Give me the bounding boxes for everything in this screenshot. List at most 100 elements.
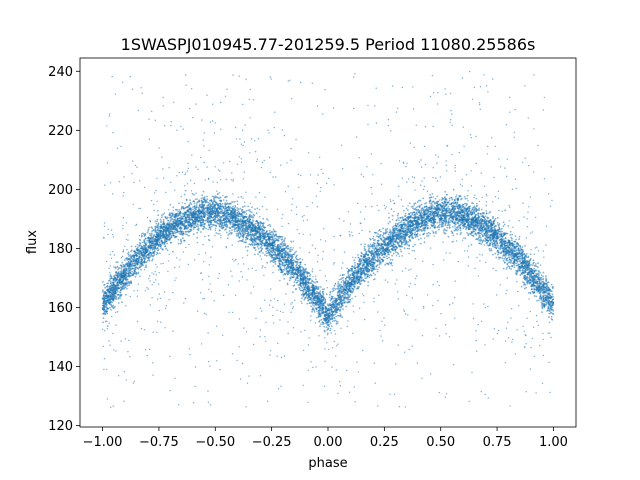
data-point: [335, 322, 338, 325]
data-point: [275, 250, 277, 252]
data-point: [351, 265, 353, 268]
data-point: [501, 230, 503, 233]
data-point: [446, 226, 449, 229]
data-point: [294, 251, 296, 254]
data-point: [515, 262, 518, 265]
data-point: [368, 230, 371, 233]
data-point: [244, 205, 246, 208]
data-point: [438, 223, 441, 226]
data-point: [102, 281, 104, 283]
data-point: [466, 194, 469, 197]
data-point: [384, 263, 387, 266]
data-point: [368, 274, 371, 277]
data-point: [156, 218, 159, 221]
data-point: [292, 291, 294, 294]
data-point: [119, 297, 121, 299]
data-point: [257, 253, 259, 256]
data-point: [334, 297, 336, 300]
data-point: [117, 268, 119, 271]
data-point: [106, 325, 109, 327]
data-point: [301, 297, 303, 300]
data-point: [529, 267, 532, 270]
data-point: [269, 225, 272, 228]
data-point: [246, 232, 248, 235]
data-point: [272, 249, 275, 252]
data-point: [236, 207, 239, 209]
data-point: [449, 219, 452, 222]
data-point: [268, 229, 271, 232]
data-point: [120, 301, 123, 304]
data-point: [289, 246, 292, 249]
data-point: [360, 243, 362, 246]
data-point: [445, 229, 448, 232]
data-point: [319, 325, 321, 328]
data-point: [122, 264, 125, 266]
data-point: [488, 244, 491, 247]
data-point: [397, 212, 400, 215]
data-point: [202, 190, 205, 193]
data-point: [171, 250, 174, 253]
data-point: [226, 237, 229, 240]
data-point: [494, 252, 497, 255]
data-point: [239, 215, 242, 218]
data-point: [225, 199, 228, 202]
data-point: [120, 266, 123, 269]
data-point: [132, 264, 135, 267]
data-point: [388, 231, 391, 234]
data-point: [314, 303, 317, 306]
data-point: [456, 233, 458, 235]
data-point: [271, 256, 274, 259]
data-point: [399, 248, 402, 251]
data-point: [210, 200, 213, 202]
data-point: [339, 313, 342, 315]
data-point: [151, 227, 154, 230]
data-point: [182, 237, 184, 240]
data-point: [322, 292, 324, 295]
data-point: [404, 215, 407, 217]
data-point: [524, 245, 526, 247]
data-point: [389, 251, 392, 254]
data-point: [503, 223, 506, 226]
data-point: [323, 330, 326, 333]
data-point: [476, 213, 478, 216]
data-point: [139, 264, 141, 267]
data-point: [360, 251, 363, 254]
data-point: [190, 203, 193, 206]
data-point: [124, 286, 127, 289]
data-point: [448, 197, 451, 200]
data-point: [283, 269, 286, 271]
data-point: [294, 279, 297, 282]
data-point: [247, 209, 250, 212]
data-point: [388, 216, 390, 219]
data-point: [298, 286, 301, 289]
data-point: [162, 218, 165, 221]
data-point: [181, 234, 184, 237]
data-point: [489, 210, 492, 213]
data-point: [134, 275, 137, 278]
data-point: [174, 230, 176, 233]
data-point: [389, 220, 391, 223]
data-point: [314, 301, 317, 304]
data-point: [147, 256, 150, 258]
data-point: [464, 237, 467, 240]
data-point: [254, 249, 257, 252]
data-point: [211, 195, 214, 198]
data-point: [207, 234, 210, 237]
data-point: [225, 231, 228, 234]
data-point: [455, 203, 458, 206]
data-point: [135, 271, 138, 274]
data-point: [233, 230, 236, 233]
data-point: [130, 254, 132, 256]
data-point: [506, 259, 509, 262]
data-point: [229, 223, 232, 226]
data-point: [191, 192, 194, 195]
data-point: [374, 273, 376, 276]
data-point: [106, 284, 109, 287]
data-point: [346, 267, 349, 270]
data-point: [485, 212, 488, 215]
data-point: [268, 254, 271, 257]
data-point: [389, 245, 391, 248]
data-point: [310, 305, 313, 308]
data-point: [496, 221, 499, 224]
data-point: [502, 221, 505, 224]
